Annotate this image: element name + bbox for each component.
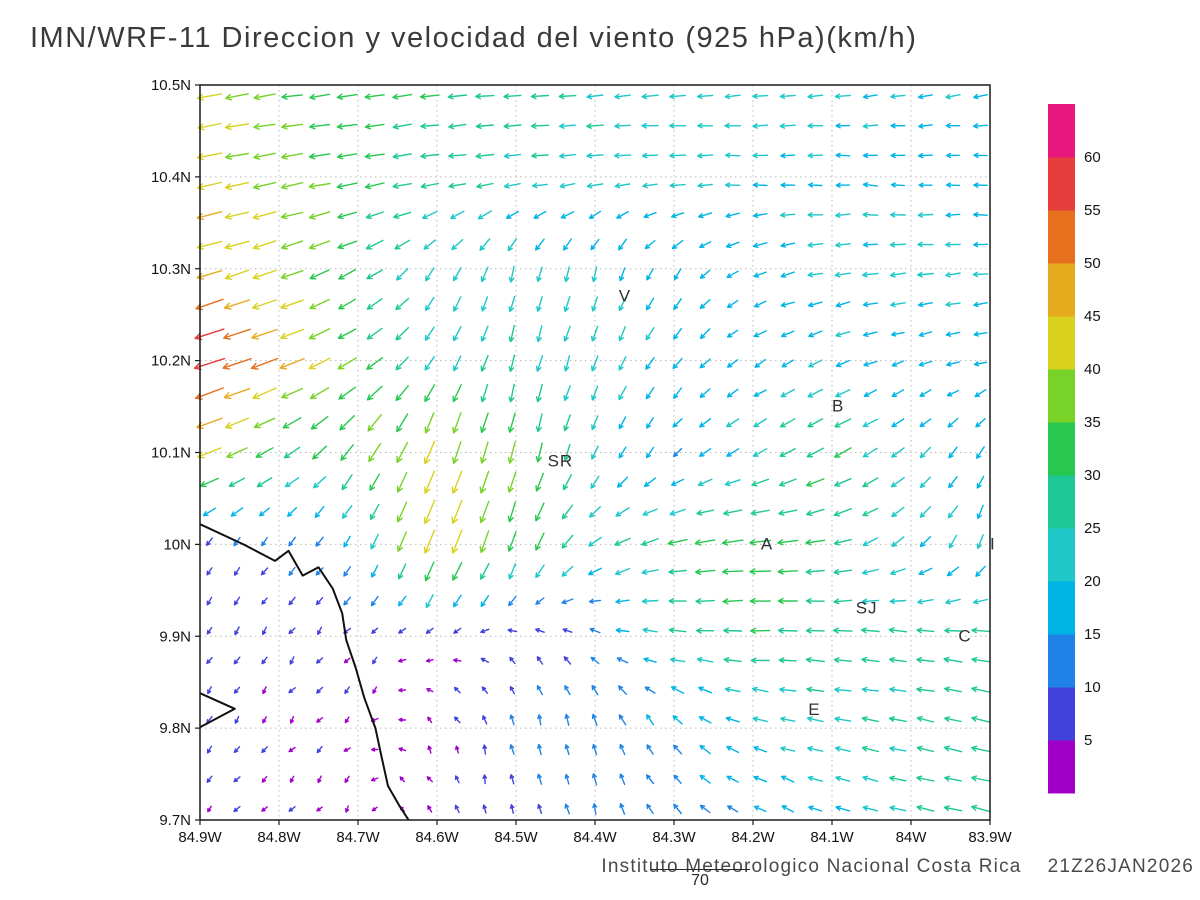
svg-text:84.6W: 84.6W (415, 829, 459, 846)
svg-text:84.4W: 84.4W (573, 829, 617, 846)
station-label-b: B (832, 397, 844, 416)
station-label-i: I (990, 534, 996, 553)
x-axis-labels: 84.9W 84.8W 84.7W 84.6W 84.5W 84.4W 84.3W 84.2W… (178, 820, 1013, 846)
wind-arrows (193, 93, 991, 815)
svg-text:84.7W: 84.7W (336, 829, 380, 846)
chart-title: IMN/WRF-11 Direccion y velocidad del vie… (30, 22, 918, 54)
svg-text:84.3W: 84.3W (652, 829, 696, 846)
svg-text:10.5N: 10.5N (151, 77, 191, 94)
svg-text:84.9W: 84.9W (178, 829, 222, 846)
svg-text:84.5W: 84.5W (494, 829, 538, 846)
forecast-hour-value: 70 (691, 872, 709, 889)
forecast-hour-label: 70 (650, 869, 750, 890)
colorbar: 5 10 15 20 25 30 35 40 45 50 55 60 (1048, 104, 1101, 794)
svg-text:84W: 84W (896, 829, 928, 846)
svg-text:60: 60 (1084, 149, 1101, 166)
svg-text:10.3N: 10.3N (151, 261, 191, 278)
svg-text:84.2W: 84.2W (731, 829, 775, 846)
svg-text:25: 25 (1084, 520, 1101, 537)
svg-text:50: 50 (1084, 255, 1101, 272)
station-label-c: C (958, 626, 971, 645)
y-axis-labels: 10.5N 10.4N 10.3N 10.2N 10.1N 10N 9.9N 9.8N 9.7N (151, 77, 200, 829)
svg-text:9.9N: 9.9N (159, 628, 191, 645)
footer-timestamp: 21Z26JAN2026 (1047, 856, 1194, 877)
svg-text:20: 20 (1084, 573, 1101, 590)
station-label-v: V (619, 286, 631, 305)
station-label-sr: SR (548, 452, 574, 471)
svg-text:40: 40 (1084, 361, 1101, 378)
svg-text:5: 5 (1084, 732, 1092, 749)
svg-text:55: 55 (1084, 202, 1101, 219)
station-label-sj: SJ (856, 599, 878, 618)
svg-text:30: 30 (1084, 467, 1101, 484)
station-label-a: A (761, 534, 773, 553)
svg-text:84.8W: 84.8W (257, 829, 301, 846)
svg-text:9.7N: 9.7N (159, 812, 191, 829)
svg-text:9.8N: 9.8N (159, 720, 191, 737)
svg-text:15: 15 (1084, 626, 1101, 643)
footer: Instituto Meteorologico Nacional Costa R… (601, 856, 1194, 878)
svg-text:10N: 10N (163, 536, 191, 553)
footer-credit: Instituto Meteorologico Nacional Costa R… (601, 856, 1022, 877)
coastline (199, 523, 410, 821)
svg-text:10.2N: 10.2N (151, 353, 191, 370)
svg-text:83.9W: 83.9W (968, 829, 1012, 846)
svg-text:10.1N: 10.1N (151, 445, 191, 462)
svg-text:84.1W: 84.1W (810, 829, 854, 846)
station-labels: V B SR A I SJ C E (548, 286, 996, 719)
svg-text:45: 45 (1084, 308, 1101, 325)
underline-rule (650, 869, 750, 870)
svg-text:10: 10 (1084, 679, 1101, 696)
svg-text:10.4N: 10.4N (151, 169, 191, 186)
svg-text:35: 35 (1084, 414, 1101, 431)
station-label-e: E (808, 700, 820, 719)
